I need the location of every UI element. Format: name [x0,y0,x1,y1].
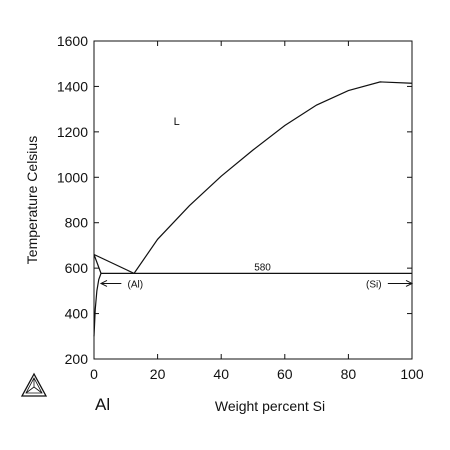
x-tick-label: 80 [341,366,357,382]
annotation-label: (Si) [366,279,382,290]
y-tick-label: 800 [65,215,89,231]
annotation-arrowhead [405,280,414,287]
x-tick-label: 100 [400,366,424,382]
y-tick-label: 1600 [57,33,88,49]
y-tick-label: 600 [65,260,89,276]
phase-boundary-line-1 [133,81,413,274]
annotation-label: L [174,116,180,128]
y-tick-label: 400 [65,306,89,322]
phase-boundary-line-3 [93,254,102,274]
x-tick-label: 0 [90,366,98,382]
thermo-calc-logo [20,372,48,397]
x-tick-label: 40 [213,366,229,382]
phase-boundary-lines [93,81,413,337]
x-tick-label: 60 [277,366,293,382]
annotation-label: (Al) [128,279,144,290]
y-tick-label: 1400 [57,78,88,94]
y-tick-label: 1200 [57,124,88,140]
y-axis-title: Temperature Celsius [24,136,40,264]
phase-boundary-line-0 [93,253,135,274]
y-tick-label: 200 [65,351,89,367]
annotation-label: 580 [254,262,271,273]
x-tick-label: 20 [150,366,166,382]
left-element-label: Al [95,395,110,414]
y-tick-label: 1000 [57,169,88,185]
x-axis-title: Weight percent Si [215,398,325,414]
annotations: L 580 (Al) (Si) [99,116,414,290]
plot-frame [93,40,413,360]
phase-boundary-line-4 [93,273,102,337]
annotation-arrowhead [99,280,108,287]
axis-ticks: 0 20 40 60 80 100 200 400 600 800 1000 1200 1400 1600 [57,33,424,382]
